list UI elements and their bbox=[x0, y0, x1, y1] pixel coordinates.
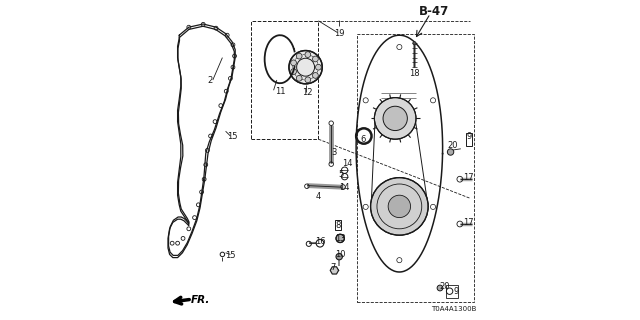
Circle shape bbox=[305, 52, 310, 58]
Circle shape bbox=[316, 64, 321, 70]
Text: 13: 13 bbox=[335, 234, 346, 243]
Bar bbox=[447, 285, 458, 298]
Text: 16: 16 bbox=[315, 237, 325, 246]
Circle shape bbox=[305, 77, 310, 83]
Text: 12: 12 bbox=[302, 88, 312, 97]
Circle shape bbox=[312, 73, 318, 78]
Text: 20: 20 bbox=[447, 141, 458, 150]
Circle shape bbox=[336, 253, 342, 260]
Text: 15: 15 bbox=[227, 132, 237, 140]
Circle shape bbox=[291, 60, 296, 66]
Text: 2: 2 bbox=[207, 76, 212, 84]
Circle shape bbox=[374, 98, 416, 139]
Text: 19: 19 bbox=[334, 29, 344, 38]
Text: 7: 7 bbox=[330, 263, 335, 272]
Text: 11: 11 bbox=[275, 87, 285, 96]
Circle shape bbox=[371, 178, 428, 235]
Circle shape bbox=[447, 149, 454, 155]
Circle shape bbox=[336, 234, 344, 243]
Text: 3: 3 bbox=[332, 148, 337, 156]
Text: 6: 6 bbox=[360, 135, 366, 144]
Text: 10: 10 bbox=[335, 250, 346, 259]
Text: 9: 9 bbox=[466, 132, 472, 140]
Circle shape bbox=[388, 195, 411, 218]
Circle shape bbox=[312, 56, 318, 62]
Text: 15: 15 bbox=[225, 252, 236, 260]
Text: 5: 5 bbox=[338, 170, 344, 179]
Circle shape bbox=[296, 53, 302, 59]
Bar bbox=[357, 34, 474, 302]
Bar bbox=[466, 133, 472, 146]
Text: T0A4A1300B: T0A4A1300B bbox=[431, 306, 476, 312]
Text: 9: 9 bbox=[453, 287, 459, 296]
Circle shape bbox=[296, 76, 302, 81]
Text: 18: 18 bbox=[409, 69, 420, 78]
Bar bbox=[251, 21, 319, 139]
Text: 8: 8 bbox=[335, 221, 340, 230]
Text: 20: 20 bbox=[440, 282, 450, 291]
Text: B-47: B-47 bbox=[419, 5, 449, 18]
Polygon shape bbox=[330, 267, 339, 274]
Circle shape bbox=[289, 51, 323, 84]
Circle shape bbox=[413, 42, 416, 45]
Text: 4: 4 bbox=[316, 192, 321, 201]
Text: 14: 14 bbox=[339, 183, 349, 192]
Text: FR.: FR. bbox=[191, 295, 210, 305]
Text: 17: 17 bbox=[463, 218, 474, 227]
Circle shape bbox=[291, 69, 296, 75]
Circle shape bbox=[437, 285, 443, 291]
Text: 17: 17 bbox=[463, 173, 474, 182]
Text: 14: 14 bbox=[342, 159, 353, 168]
Bar bbox=[335, 220, 342, 230]
Circle shape bbox=[383, 106, 408, 131]
